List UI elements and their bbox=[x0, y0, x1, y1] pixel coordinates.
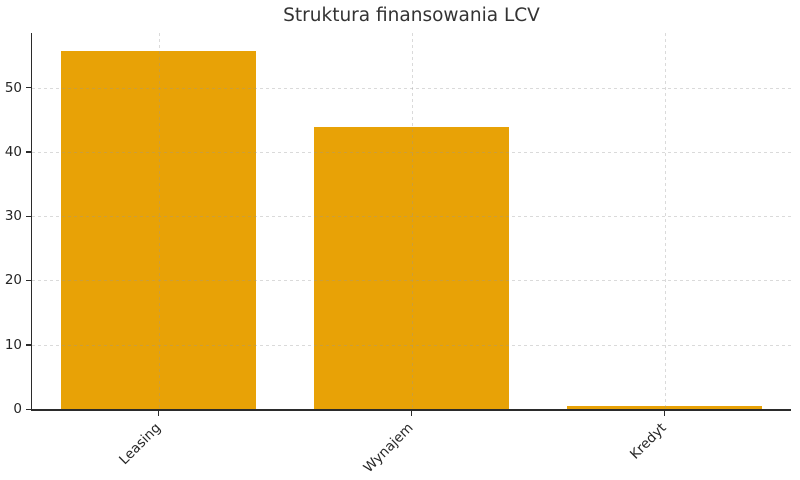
y-axis-tick bbox=[25, 344, 31, 346]
y-axis-tick-label: 30 bbox=[4, 208, 22, 225]
y-axis-tick bbox=[25, 279, 31, 282]
y-axis-tick-label: 0 bbox=[13, 401, 22, 417]
x-axis-tick bbox=[410, 410, 413, 416]
y-axis-tick bbox=[25, 151, 31, 153]
y-axis-spine bbox=[30, 33, 32, 411]
x-axis-label-kredyt: Kredyt bbox=[627, 420, 670, 463]
x-axis-label-leasing: Leasing bbox=[115, 420, 164, 468]
bar-leasing bbox=[60, 50, 257, 409]
y-axis-tick-label: 50 bbox=[4, 79, 22, 96]
y-axis-tick-label: 20 bbox=[4, 272, 22, 289]
y-axis-tick-label: 10 bbox=[4, 336, 22, 353]
x-axis-tick bbox=[663, 410, 666, 416]
vertical-gridline bbox=[664, 33, 666, 409]
y-axis-tick bbox=[25, 215, 31, 217]
chart-title: Struktura finansowania LCV bbox=[283, 5, 540, 26]
x-axis-tick bbox=[157, 410, 160, 416]
bar-kredyt bbox=[566, 405, 763, 409]
y-axis-tick-label: 40 bbox=[4, 143, 22, 160]
bar-wynajem bbox=[313, 127, 510, 409]
y-axis-tick bbox=[25, 408, 31, 410]
x-axis-spine bbox=[30, 409, 791, 411]
x-axis-label-wynajem: Wynajem bbox=[360, 420, 417, 476]
y-axis-tick bbox=[25, 87, 31, 89]
